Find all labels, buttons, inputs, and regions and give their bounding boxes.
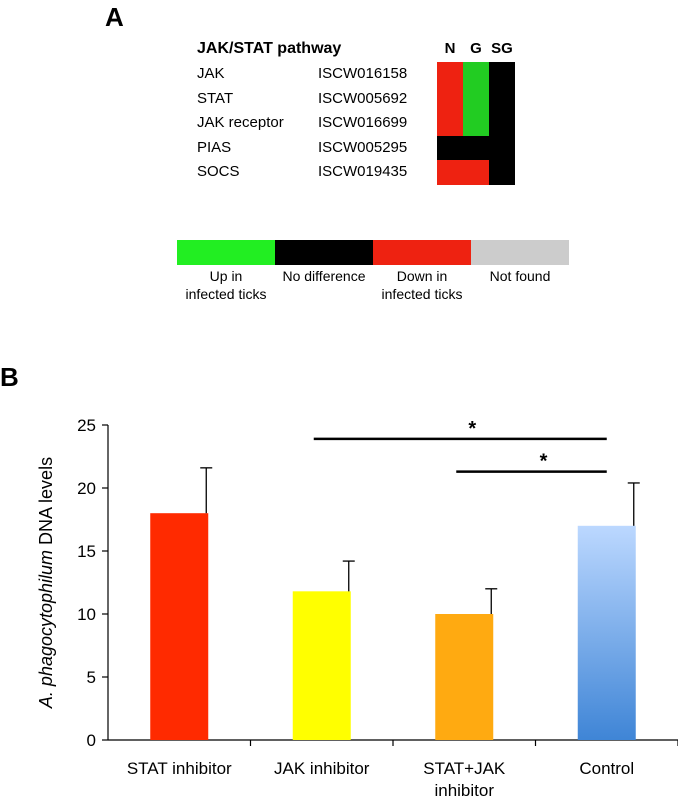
heatmap-row-name: JAK xyxy=(197,65,225,82)
significance-star: * xyxy=(468,418,476,440)
heatmap-cell xyxy=(489,111,515,137)
y-tick-label: 20 xyxy=(77,479,96,498)
significance-star: * xyxy=(540,451,548,473)
heatmap-row-name: JAK receptor xyxy=(197,114,284,131)
legend-label-down: Down in infected ticks xyxy=(381,268,463,302)
y-tick-label: 15 xyxy=(77,542,96,561)
y-tick-label: 25 xyxy=(77,416,96,435)
panel-a-label: A xyxy=(105,2,124,32)
heatmap-cell xyxy=(489,135,515,161)
heatmap-cell xyxy=(437,160,463,186)
heatmap-cell xyxy=(463,86,489,112)
heatmap-cell xyxy=(463,160,489,186)
legend-label-up: Up in infected ticks xyxy=(185,268,267,302)
heatmap-cell xyxy=(463,62,489,88)
x-tick-label: STAT+JAK xyxy=(423,759,506,778)
heatmap-row-id: ISCW016699 xyxy=(318,114,408,131)
legend-swatch-up xyxy=(177,240,275,265)
heatmap-col-sg: SG xyxy=(491,40,513,57)
heatmap-cell xyxy=(489,160,515,186)
x-tick-label: Control xyxy=(579,759,634,778)
legend-swatch-nodiff xyxy=(275,240,373,265)
y-tick-label: 0 xyxy=(87,731,96,750)
bar-3 xyxy=(435,614,494,740)
y-axis-label: A. phagocytophilum DNA levels xyxy=(36,457,56,709)
legend-swatch-down xyxy=(373,240,471,265)
bar-2 xyxy=(292,591,351,740)
heatmap-cell xyxy=(463,135,489,161)
heatmap-col-g: G xyxy=(470,40,482,57)
heatmap-row-id: ISCW005295 xyxy=(318,138,408,156)
heatmap-row-id: ISCW005692 xyxy=(318,89,408,107)
heatmap-cell xyxy=(489,86,515,112)
y-tick-label: 10 xyxy=(77,605,96,624)
legend-label-notfound: Not found xyxy=(489,268,551,284)
y-tick-label: 5 xyxy=(87,668,96,687)
x-tick-label: JAK inhibitor xyxy=(274,759,370,778)
heatmap-cell xyxy=(489,62,515,88)
heatmap-row-name: STAT xyxy=(197,89,234,107)
heatmap-row-id: ISCW016158 xyxy=(318,65,408,82)
heatmap-cell xyxy=(437,62,463,88)
heatmap-row-name: SOCS xyxy=(197,163,240,180)
heatmap-row-name: PIAS xyxy=(197,138,232,156)
panel-b-label: B xyxy=(0,362,19,392)
heatmap-cell xyxy=(437,86,463,112)
bar-1 xyxy=(150,513,209,740)
x-tick-label: inhibitor xyxy=(434,781,494,800)
heatmap-cell xyxy=(437,111,463,137)
bar-chart: 0 5 10 15 20 25 STAT inhibitor JAK inhibitor STA… xyxy=(36,416,678,800)
x-tick-label: STAT inhibitor xyxy=(127,759,232,778)
legend-swatch-notfound xyxy=(471,240,569,265)
heatmap-col-n: N xyxy=(444,40,456,57)
heatmap-cell xyxy=(463,111,489,137)
bar-4 xyxy=(577,525,636,740)
heatmap-cell xyxy=(437,135,463,161)
heatmap-row-id: ISCW019435 xyxy=(318,163,408,180)
heatmap-title: JAK/STAT pathway xyxy=(197,40,342,57)
legend-label-nodiff: No difference xyxy=(282,268,366,284)
